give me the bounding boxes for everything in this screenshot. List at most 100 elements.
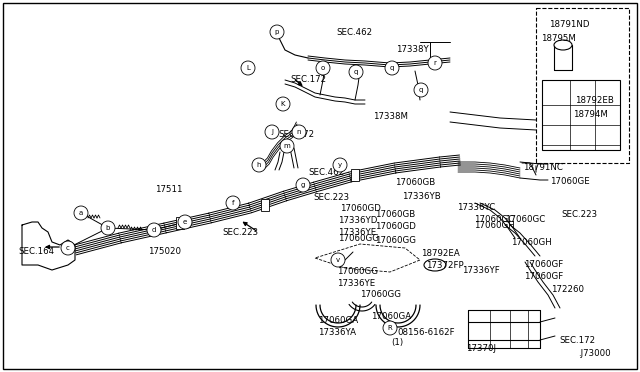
Text: e: e [183,219,187,225]
Text: r: r [433,60,436,66]
Text: h: h [257,162,261,168]
Text: 17060GA: 17060GA [371,312,411,321]
Text: o: o [321,65,325,71]
Text: R: R [388,325,392,331]
Text: 17060GG: 17060GG [360,290,401,299]
Text: 17060GA: 17060GA [318,316,358,325]
Circle shape [270,25,284,39]
Text: (1): (1) [391,338,403,347]
Ellipse shape [554,40,572,50]
Circle shape [349,65,363,79]
Text: SEC.172: SEC.172 [278,130,314,139]
Text: 18791ND: 18791ND [549,20,589,29]
Text: q: q [419,87,423,93]
Text: 18795M: 18795M [541,34,576,43]
Circle shape [385,61,399,75]
Text: q: q [354,69,358,75]
Ellipse shape [424,259,446,271]
Text: 172260: 172260 [551,285,584,294]
Text: 17336YA: 17336YA [318,328,356,337]
Text: 17336YF: 17336YF [462,266,500,275]
Text: 17060GB: 17060GB [395,178,435,187]
Circle shape [147,223,161,237]
Text: 17060GF: 17060GF [524,272,563,281]
Text: 17336YB: 17336YB [402,192,441,201]
Text: d: d [152,227,156,233]
Circle shape [383,321,397,335]
Text: 17060GG: 17060GG [338,234,379,243]
Text: .J73000: .J73000 [578,349,611,358]
Circle shape [280,139,294,153]
Text: 18791NC: 18791NC [523,163,563,172]
Text: c: c [66,245,70,251]
Text: 17338Y: 17338Y [396,45,429,54]
Bar [176,217,184,229]
Text: n: n [297,129,301,135]
Text: 17370J: 17370J [466,344,496,353]
Text: SEC.223: SEC.223 [561,210,597,219]
Text: 18794M: 18794M [573,110,608,119]
Text: p: p [275,29,279,35]
Text: f: f [232,200,234,206]
Text: 17060GE: 17060GE [550,177,589,186]
Text: 18792EA: 18792EA [421,249,460,258]
Text: 08156-6162F: 08156-6162F [397,328,454,337]
Circle shape [428,56,442,70]
Text: K: K [281,101,285,107]
Text: SEC.164: SEC.164 [18,247,54,256]
Text: SEC.223: SEC.223 [222,228,258,237]
Circle shape [241,61,255,75]
Text: SEC.172: SEC.172 [290,75,326,84]
Text: 17060GF: 17060GF [524,260,563,269]
Text: 17336YE: 17336YE [337,279,375,288]
Text: q: q [390,65,394,71]
Text: SEC.172: SEC.172 [559,336,595,345]
Text: 17060GG: 17060GG [337,267,378,276]
Text: 17338M: 17338M [373,112,408,121]
Text: 17060GG: 17060GG [375,236,416,245]
Circle shape [316,61,330,75]
Text: a: a [79,210,83,216]
Circle shape [61,241,75,255]
Text: 17060GC: 17060GC [474,215,515,224]
Circle shape [414,83,428,97]
Text: g: g [301,182,305,188]
Text: 17372FP: 17372FP [426,261,463,270]
Text: 17336YD: 17336YD [338,216,378,225]
Bar [351,169,359,181]
Text: b: b [106,225,110,231]
Text: L: L [246,65,250,71]
Circle shape [333,158,347,172]
Text: 17060GD: 17060GD [375,222,416,231]
Circle shape [276,97,290,111]
Text: 175020: 175020 [148,247,181,256]
Circle shape [265,125,279,139]
Text: J: J [271,129,273,135]
Text: 17336YC: 17336YC [457,203,495,212]
Circle shape [226,196,240,210]
Circle shape [296,178,310,192]
Circle shape [252,158,266,172]
Circle shape [74,206,88,220]
Text: 17060GH: 17060GH [511,238,552,247]
Text: v: v [336,257,340,263]
Bar [542,80,620,150]
Circle shape [178,215,192,229]
Circle shape [292,125,306,139]
Text: 17060GD: 17060GD [340,204,381,213]
Text: m: m [284,143,291,149]
Circle shape [331,253,345,267]
Text: y: y [338,162,342,168]
Text: 17336YE: 17336YE [338,228,376,237]
Text: 17511: 17511 [155,185,182,194]
Text: SEC.462: SEC.462 [336,28,372,37]
Text: SEC.223: SEC.223 [313,193,349,202]
Circle shape [101,221,115,235]
Bar [261,199,269,211]
Text: SEC.462: SEC.462 [308,168,344,177]
Text: 17060GH: 17060GH [474,221,515,230]
Text: 17060GB: 17060GB [375,210,415,219]
Bar [536,8,629,163]
Text: 17060GC: 17060GC [505,215,545,224]
Text: 18792EB: 18792EB [575,96,614,105]
